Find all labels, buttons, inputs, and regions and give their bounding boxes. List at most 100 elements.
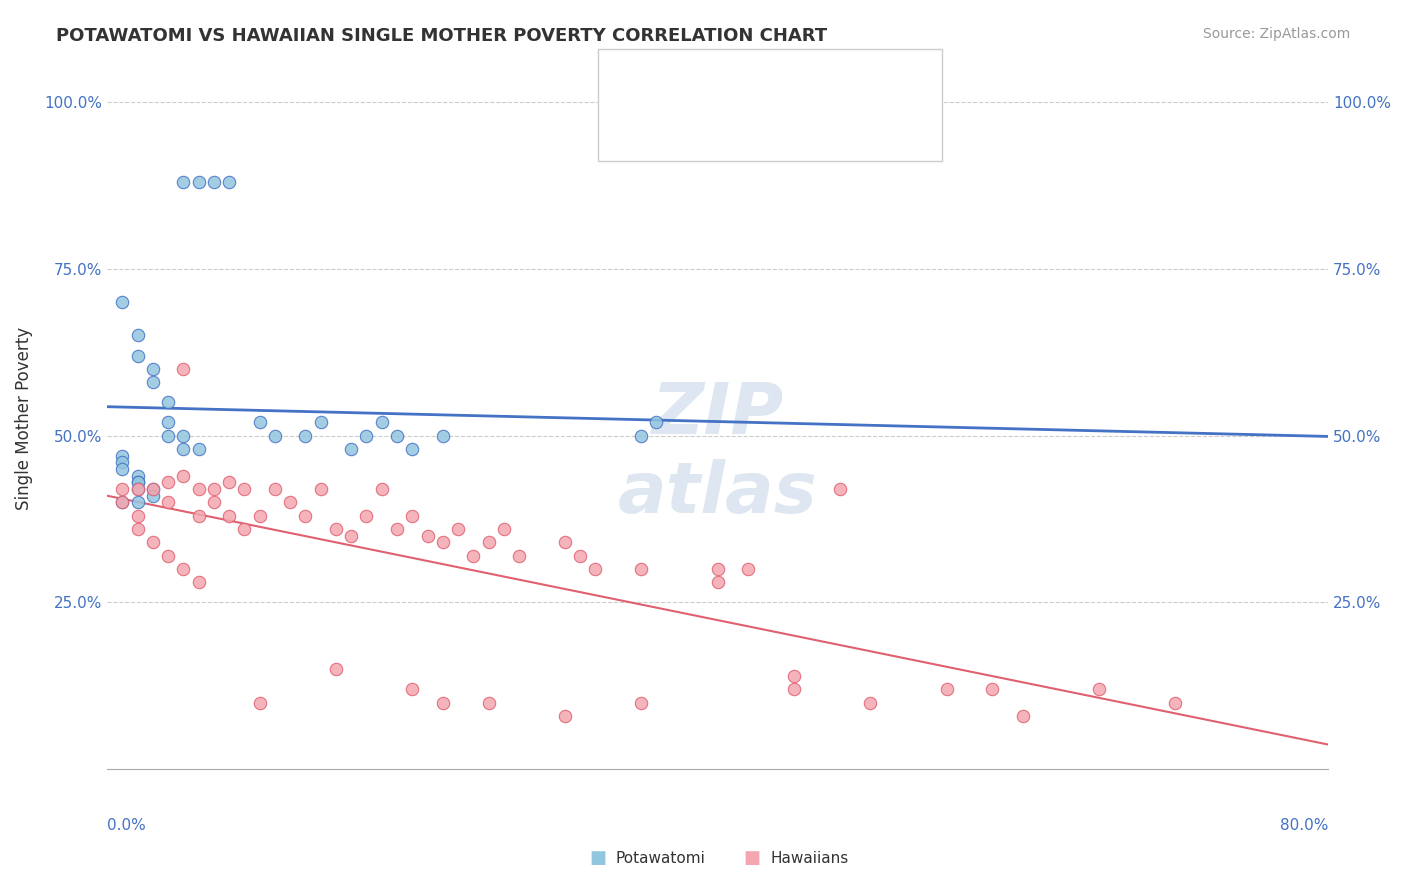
- Point: [706, 575, 728, 590]
- Point: [401, 682, 423, 697]
- Point: [127, 522, 149, 536]
- Point: [371, 482, 394, 496]
- Point: [127, 475, 149, 490]
- Point: [157, 428, 180, 442]
- Point: [249, 696, 271, 710]
- Text: ■: ■: [589, 849, 606, 867]
- Point: [187, 442, 209, 456]
- Point: [187, 482, 209, 496]
- Point: [264, 482, 287, 496]
- Point: [981, 682, 1004, 697]
- Point: [783, 682, 806, 697]
- Point: [249, 508, 271, 523]
- Point: [172, 362, 194, 376]
- Point: [142, 489, 165, 503]
- Point: [1164, 696, 1187, 710]
- Point: [630, 562, 652, 576]
- Point: [142, 362, 165, 376]
- Point: [111, 482, 134, 496]
- Point: [325, 522, 347, 536]
- Point: [737, 562, 759, 576]
- Point: [187, 575, 209, 590]
- Point: [554, 535, 576, 549]
- Point: [142, 482, 165, 496]
- Point: [218, 475, 240, 490]
- Point: [111, 462, 134, 476]
- Point: [111, 295, 134, 310]
- Point: [783, 669, 806, 683]
- Point: [187, 508, 209, 523]
- Point: [416, 529, 439, 543]
- Point: [478, 696, 501, 710]
- Point: [157, 415, 180, 429]
- Point: [218, 175, 240, 189]
- Point: [508, 549, 530, 563]
- Text: ZIP
atlas: ZIP atlas: [617, 380, 817, 528]
- Point: [340, 529, 363, 543]
- Point: [233, 522, 256, 536]
- Point: [172, 428, 194, 442]
- Point: [157, 475, 180, 490]
- Point: [432, 428, 454, 442]
- Point: [630, 696, 652, 710]
- Point: [432, 535, 454, 549]
- Point: [111, 455, 134, 469]
- Point: [157, 395, 180, 409]
- Point: [478, 535, 501, 549]
- Point: [294, 508, 316, 523]
- Point: [859, 696, 882, 710]
- Point: [356, 428, 378, 442]
- Point: [706, 562, 728, 576]
- Point: [157, 549, 180, 563]
- Point: [202, 495, 225, 509]
- Point: [828, 482, 851, 496]
- Point: [569, 549, 592, 563]
- Point: [249, 415, 271, 429]
- Point: [172, 468, 194, 483]
- Point: [233, 482, 256, 496]
- Point: [127, 495, 149, 509]
- Point: [172, 175, 194, 189]
- Point: [202, 175, 225, 189]
- Point: [111, 449, 134, 463]
- Point: [111, 495, 134, 509]
- Point: [325, 662, 347, 676]
- Point: [447, 522, 470, 536]
- Point: [111, 495, 134, 509]
- Text: R = 0.093   N = 38: R = 0.093 N = 38: [666, 79, 823, 95]
- Point: [432, 696, 454, 710]
- Point: [187, 175, 209, 189]
- Point: [645, 415, 668, 429]
- Point: [264, 428, 287, 442]
- Point: [492, 522, 515, 536]
- Point: [294, 428, 316, 442]
- Y-axis label: Single Mother Poverty: Single Mother Poverty: [15, 327, 32, 510]
- Point: [309, 415, 332, 429]
- Point: [127, 482, 149, 496]
- Bar: [624, 112, 655, 138]
- Point: [142, 535, 165, 549]
- Text: POTAWATOMI VS HAWAIIAN SINGLE MOTHER POVERTY CORRELATION CHART: POTAWATOMI VS HAWAIIAN SINGLE MOTHER POV…: [56, 27, 827, 45]
- Point: [630, 428, 652, 442]
- Point: [127, 349, 149, 363]
- Point: [401, 508, 423, 523]
- Text: R = 0.056   N = 63: R = 0.056 N = 63: [666, 118, 824, 133]
- Point: [401, 442, 423, 456]
- Text: Potawatomi: Potawatomi: [616, 852, 706, 866]
- Bar: [624, 73, 655, 101]
- Point: [172, 442, 194, 456]
- Point: [127, 475, 149, 490]
- Point: [554, 709, 576, 723]
- Text: Hawaiians: Hawaiians: [770, 852, 849, 866]
- Point: [385, 428, 408, 442]
- Point: [218, 508, 240, 523]
- Text: 0.0%: 0.0%: [107, 818, 146, 833]
- Point: [385, 522, 408, 536]
- Point: [142, 482, 165, 496]
- Point: [371, 415, 394, 429]
- Point: [127, 468, 149, 483]
- Point: [127, 328, 149, 343]
- Point: [583, 562, 606, 576]
- Point: [278, 495, 301, 509]
- Point: [935, 682, 957, 697]
